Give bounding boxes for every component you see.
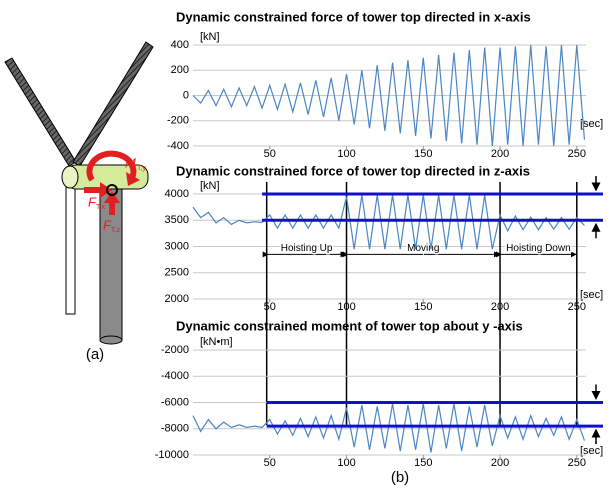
moment-subscript: T,y <box>137 165 146 172</box>
y-tick-label: -6000 <box>161 396 189 408</box>
y-tick-label: 0 <box>183 89 189 101</box>
x-tick-label: 250 <box>568 457 586 469</box>
hub <box>61 165 79 189</box>
chart-title: Dynamic constrained moment of tower top … <box>176 318 523 333</box>
y-tick-label: 400 <box>171 39 189 51</box>
y-tick-label: -8000 <box>161 423 189 435</box>
force-subscript: T,x <box>96 204 105 211</box>
panel-label: (a) <box>86 346 104 363</box>
arrowhead <box>126 172 140 186</box>
tower-base <box>99 335 123 345</box>
force-subscript: T,z <box>111 227 120 234</box>
y-tick-label: -4000 <box>161 370 189 382</box>
y-unit: [kN] <box>200 180 220 192</box>
y-tick-label: 4000 <box>165 188 189 200</box>
y-unit: [kN] <box>200 31 220 43</box>
moment-arrow <box>86 150 137 182</box>
phase-label: Hoisting Up <box>281 243 333 254</box>
front-post <box>65 175 76 315</box>
y-unit: [kN•m] <box>200 336 233 348</box>
x-tick-label: 100 <box>337 148 355 160</box>
y-tick-label: -200 <box>167 115 189 127</box>
y-tick-label: -10000 <box>155 449 189 461</box>
chart-title: Dynamic constrained force of tower top d… <box>176 163 530 178</box>
x-tick-label: 50 <box>264 148 276 160</box>
x-tick-label: 50 <box>264 457 276 469</box>
y-tick-label: -2000 <box>161 344 189 356</box>
y-tick-label: 200 <box>171 64 189 76</box>
x-tick-label: 250 <box>568 148 586 160</box>
x-tick-label: 150 <box>414 148 432 160</box>
x-tick-label: 200 <box>491 148 509 160</box>
x-tick-label: 50 <box>264 301 276 313</box>
blade <box>72 41 154 167</box>
line-series <box>192 44 586 147</box>
y-tick-label: 2000 <box>165 293 189 305</box>
x-tick-label: 200 <box>491 457 509 469</box>
x-unit: [sec] <box>580 445 603 457</box>
phase-label: Hoisting Down <box>506 243 570 254</box>
x-unit: [sec] <box>580 289 603 301</box>
x-tick-label: 150 <box>414 301 432 313</box>
force-label: F <box>88 194 97 209</box>
x-tick-label: 100 <box>337 457 355 469</box>
line-series <box>192 194 585 250</box>
y-tick-label: 3000 <box>165 240 189 252</box>
y-tick-label: 2500 <box>165 267 189 279</box>
panel-label: (b) <box>391 469 409 486</box>
y-tick-label: 3500 <box>165 214 189 226</box>
moment-label: M <box>125 155 136 170</box>
blade <box>4 57 77 167</box>
line-series <box>192 403 586 453</box>
x-tick-label: 150 <box>414 457 432 469</box>
arrowhead <box>104 191 120 203</box>
turbine-diagram: M T,y F T,x F T,z <box>4 41 154 345</box>
y-tick-label: -400 <box>167 140 189 152</box>
phase-label: Moving <box>407 243 439 254</box>
pivot <box>106 184 118 196</box>
chart-title: Dynamic constrained force of tower top d… <box>176 9 531 24</box>
force-label: F <box>103 217 112 232</box>
